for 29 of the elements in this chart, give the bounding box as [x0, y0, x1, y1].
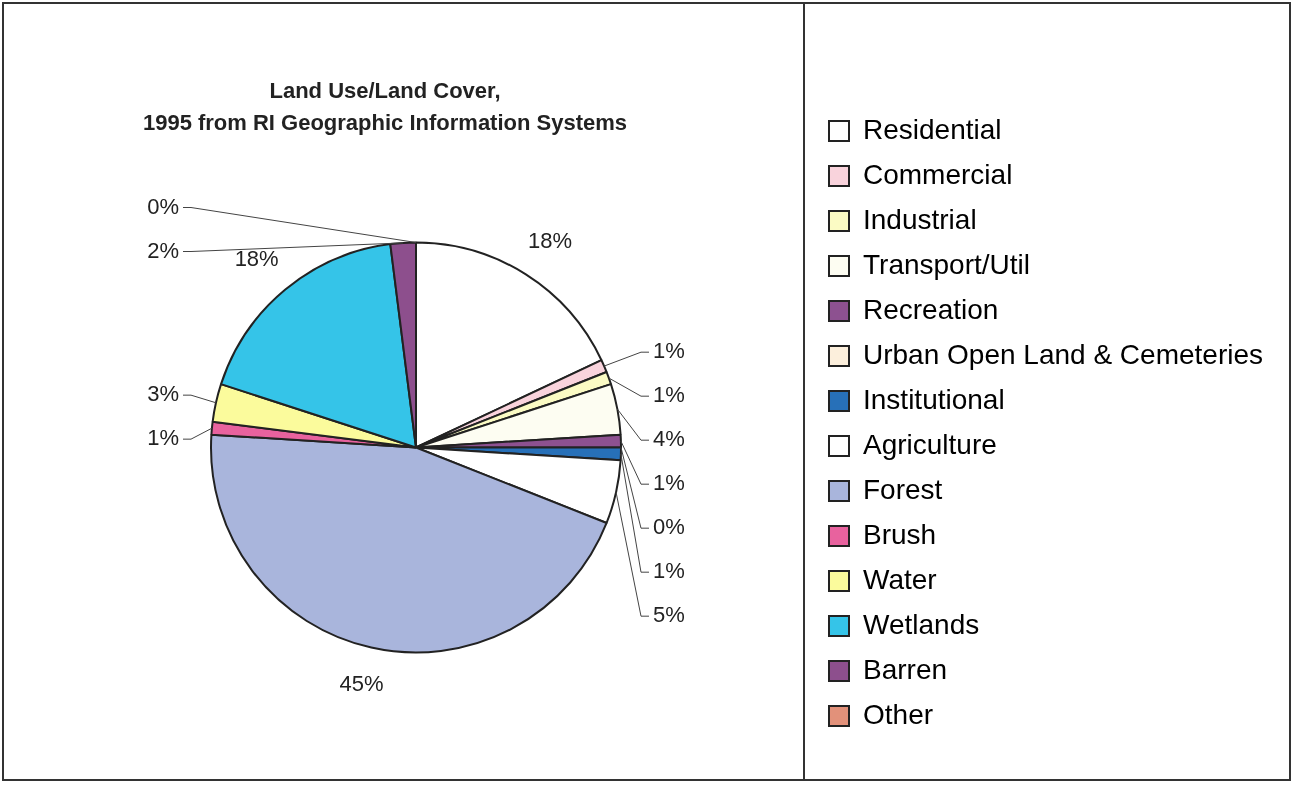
- legend-label: Industrial: [863, 203, 977, 235]
- legend-label: Transport/Util: [863, 248, 1031, 280]
- data-label: 3%: [147, 381, 179, 407]
- legend-label: Agriculture: [863, 428, 997, 460]
- legend-label: Forest: [863, 473, 943, 505]
- legend-label: Other: [863, 698, 934, 730]
- data-label: 1%: [653, 470, 685, 496]
- data-label: 1%: [653, 558, 685, 584]
- data-label: 4%: [653, 426, 685, 452]
- legend-label: Brush: [863, 518, 937, 550]
- data-label: 5%: [653, 602, 685, 628]
- data-label: 1%: [653, 382, 685, 408]
- text: 0%: [147, 193, 179, 219]
- legend-label: Barren: [863, 653, 948, 685]
- legend-label: Water: [863, 563, 937, 595]
- legend-label: Recreation: [863, 293, 999, 325]
- data-label: 2%: [147, 237, 179, 263]
- legend-label: Institutional: [863, 383, 1005, 415]
- legend-label: Residential: [863, 113, 1002, 145]
- text: 0%: [653, 514, 685, 540]
- data-label: 18%: [527, 228, 572, 254]
- data-label: 18%: [234, 246, 279, 272]
- legend-label: Commercial: [863, 158, 1013, 190]
- data-label: 1%: [147, 425, 179, 451]
- chart-title: Land Use/Land Cover, 1995 from RI Geographic Information Systems: [141, 77, 629, 137]
- legend-label: Urban Open Land & Cemeteries: [863, 338, 1263, 370]
- legend-label: Wetlands: [863, 608, 980, 640]
- data-label: 1%: [653, 338, 685, 364]
- data-label: 45%: [339, 670, 384, 696]
